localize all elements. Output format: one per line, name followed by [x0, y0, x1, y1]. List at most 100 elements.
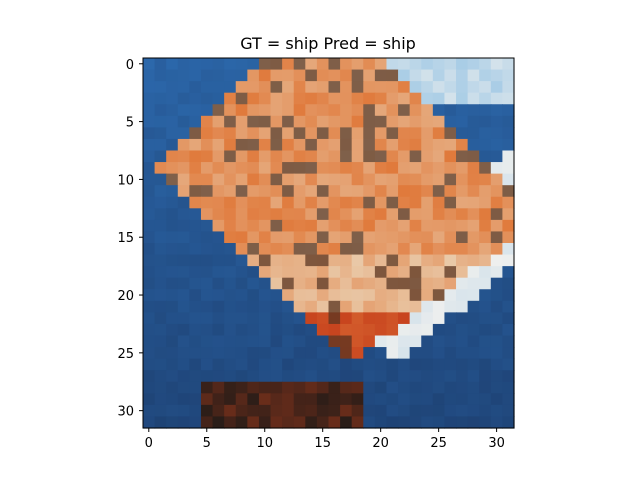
- image-pixel: [200, 312, 214, 325]
- image-pixel: [235, 289, 248, 302]
- image-pixel: [328, 115, 341, 128]
- image-pixel: [490, 347, 504, 360]
- image-pixel: [316, 92, 330, 105]
- image-pixel: [235, 92, 248, 105]
- image-pixel: [258, 196, 272, 209]
- image-pixel: [502, 358, 515, 371]
- image-pixel: [351, 115, 364, 128]
- image-pixel: [177, 81, 190, 94]
- image-pixel: [409, 185, 422, 198]
- image-pixel: [200, 127, 214, 140]
- image-pixel: [502, 370, 515, 383]
- image-pixel: [467, 358, 480, 371]
- image-pixel: [328, 231, 341, 244]
- image-pixel: [386, 358, 399, 371]
- image-pixel: [200, 138, 214, 152]
- image-pixel: [479, 404, 492, 418]
- image-pixel: [177, 104, 190, 117]
- image-pixel: [409, 416, 422, 429]
- image-pixel: [363, 300, 376, 313]
- image-pixel: [444, 173, 457, 186]
- image-pixel: [224, 370, 237, 383]
- image-pixel: [177, 231, 190, 244]
- image-pixel: [154, 219, 167, 233]
- image-pixel: [305, 104, 318, 117]
- image-pixel: [490, 277, 504, 290]
- image-pixel: [166, 92, 179, 105]
- image-pixel: [316, 231, 330, 244]
- image-pixel: [270, 115, 283, 128]
- image-pixel: [409, 254, 422, 267]
- image-pixel: [247, 312, 260, 325]
- image-pixel: [340, 370, 353, 383]
- image-pixel: [328, 323, 341, 337]
- image-pixel: [421, 185, 434, 198]
- image-pixel: [316, 289, 330, 302]
- image-pixel: [363, 196, 376, 209]
- x-tick-label: 25: [430, 436, 447, 451]
- image-pixel: [189, 370, 202, 383]
- image-pixel: [386, 393, 399, 406]
- image-pixel: [432, 81, 446, 94]
- image-pixel: [247, 173, 260, 186]
- image-pixel: [386, 347, 399, 360]
- image-pixel: [282, 231, 295, 244]
- image-pixel: [328, 393, 341, 406]
- image-pixel: [467, 347, 480, 360]
- image-pixel: [177, 219, 190, 233]
- image-pixel: [235, 138, 248, 152]
- image-pixel: [502, 219, 515, 233]
- image-pixel: [374, 335, 388, 348]
- image-pixel: [351, 277, 364, 290]
- image-pixel: [200, 358, 214, 371]
- image-pixel: [177, 393, 190, 406]
- image-pixel: [444, 185, 457, 198]
- image-pixel: [502, 127, 515, 140]
- image-pixel: [316, 208, 330, 221]
- image-pixel: [502, 335, 515, 348]
- image-pixel: [154, 92, 167, 105]
- image-pixel: [351, 289, 364, 302]
- image-pixel: [386, 127, 399, 140]
- image-pixel: [502, 404, 515, 418]
- image-pixel: [212, 312, 225, 325]
- image-pixel: [467, 58, 480, 71]
- image-pixel: [177, 335, 190, 348]
- image-pixel: [200, 266, 214, 279]
- image-pixel: [247, 115, 260, 128]
- image-pixel: [374, 81, 388, 94]
- image-pixel: [432, 104, 446, 117]
- image-pixel: [467, 323, 480, 337]
- image-pixel: [340, 127, 353, 140]
- image-pixel: [270, 312, 283, 325]
- image-pixel: [247, 347, 260, 360]
- image-pixel: [305, 300, 318, 313]
- image-pixel: [386, 92, 399, 105]
- image-pixel: [328, 173, 341, 186]
- image-pixel: [282, 69, 295, 82]
- image-pixel: [258, 254, 272, 267]
- image-pixel: [421, 92, 434, 105]
- image-pixel: [432, 231, 446, 244]
- image-pixel: [212, 243, 225, 256]
- image-pixel: [456, 416, 469, 429]
- image-pixel: [200, 335, 214, 348]
- image-pixel: [235, 277, 248, 290]
- image-pixel: [386, 115, 399, 128]
- image-pixel: [340, 312, 353, 325]
- image-pixel: [444, 127, 457, 140]
- image-pixel: [166, 162, 179, 175]
- image-pixel: [421, 208, 434, 221]
- image-pixel: [398, 138, 411, 152]
- image-pixel: [143, 381, 156, 394]
- image-pixel: [421, 300, 434, 313]
- image-pixel: [502, 196, 515, 209]
- image-pixel: [432, 300, 446, 313]
- image-pixel: [456, 115, 469, 128]
- image-pixel: [166, 370, 179, 383]
- image-pixel: [409, 138, 422, 152]
- image-pixel: [374, 289, 388, 302]
- image-pixel: [143, 404, 156, 418]
- image-pixel: [386, 335, 399, 348]
- image-pixel: [409, 81, 422, 94]
